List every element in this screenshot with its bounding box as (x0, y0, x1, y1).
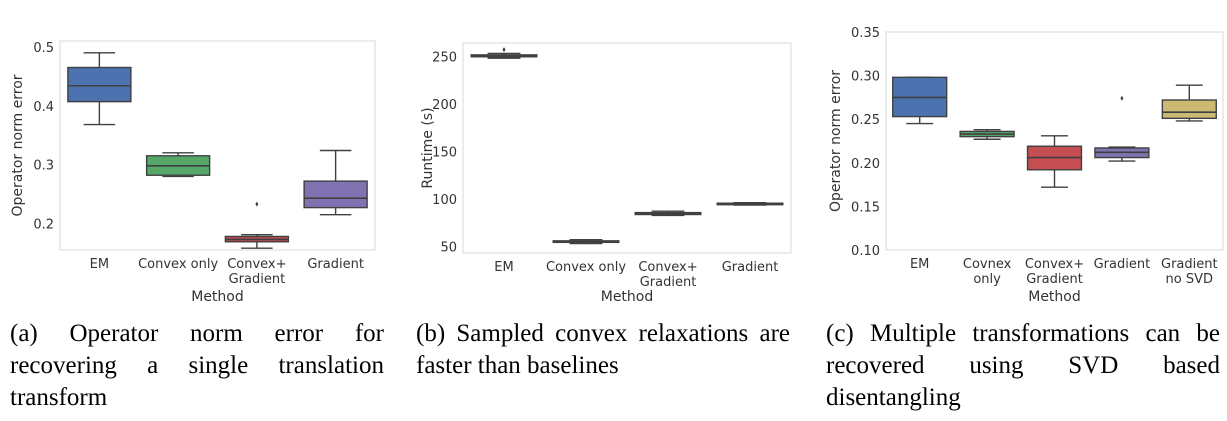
y-tick-label: 0.5 (33, 41, 54, 56)
box-1 (959, 128, 1015, 140)
x-tick-label: Convex+ Gradient (1025, 257, 1084, 287)
x-tick-label-line: Convex only (138, 257, 218, 272)
y-tick-label: 0.35 (851, 26, 880, 41)
x-tick-label-line: EM (494, 260, 513, 275)
box-0 (892, 76, 948, 125)
y-tick-label: 0.2 (33, 218, 54, 233)
box-1 (552, 238, 620, 245)
box-body (67, 66, 132, 103)
x-tick-label-line: Gradient (722, 260, 779, 275)
box-2 (224, 201, 290, 249)
box-1 (145, 152, 211, 178)
x-axis-label: Method (601, 289, 654, 305)
box-2 (1026, 135, 1083, 188)
outlier-point (502, 47, 506, 53)
x-tick-label-line: Gradient (1026, 272, 1083, 287)
x-tick-label-line: EM (910, 257, 929, 272)
x-tick-label-line: no SVD (1166, 272, 1213, 287)
x-axis-label: Method (1028, 289, 1081, 305)
y-tick-label: 50 (440, 240, 457, 255)
y-tick-label: 250 (432, 50, 457, 65)
x-tick-label: EM (494, 260, 513, 275)
y-tick-label: 200 (432, 98, 457, 113)
x-tick-label-line: Gradient (307, 257, 364, 272)
box-3 (1094, 95, 1150, 162)
x-axis-label: Method (191, 289, 244, 305)
outlier-point (1120, 95, 1124, 101)
y-tick-label: 0.25 (851, 113, 880, 128)
x-tick-label-line: Gradient (640, 275, 697, 290)
y-tick-label: 0.10 (851, 244, 880, 259)
y-axis-label: Operator norm error (10, 74, 26, 216)
y-tick-label: 0.15 (851, 200, 880, 215)
plot-frame (462, 42, 792, 254)
y-tick-label: 150 (432, 145, 457, 160)
x-tick-label: Convex only (546, 260, 626, 275)
outlier-point (255, 201, 259, 207)
box-body (303, 180, 368, 209)
x-tick-label-line: Gradient (1161, 257, 1218, 272)
x-tick-label-line: Covnex (963, 257, 1012, 272)
box-0 (67, 52, 132, 126)
y-tick-label: 100 (432, 193, 457, 208)
x-tick-label: Gradient no SVD (1161, 257, 1218, 287)
x-tick-label: Gradient (1094, 257, 1151, 272)
box-3 (716, 201, 784, 206)
y-axis-label: Operator norm error (828, 70, 844, 212)
x-tick-label: Gradient (307, 257, 364, 272)
x-tick-label-line: Convex+ (638, 260, 697, 275)
box-4 (1161, 84, 1217, 122)
x-tick-label-line: only (973, 272, 1001, 287)
x-tick-label-line: Convex only (546, 260, 626, 275)
x-tick-label: Convex only (138, 257, 218, 272)
y-tick-label: 0.3 (33, 159, 54, 174)
x-tick-label: Convex+ Gradient (638, 260, 697, 290)
box-body (1161, 99, 1217, 120)
x-tick-label-line: EM (90, 257, 109, 272)
y-tick-label: 0.4 (33, 100, 54, 115)
x-tick-label-line: Convex+ (227, 257, 286, 272)
caption-c: (c) Multiple transformations can be reco… (826, 320, 1220, 411)
x-tick-label-line: Gradient (229, 272, 286, 287)
x-tick-label: EM (910, 257, 929, 272)
chart-c: 0.10 0.15 0.20 0.25 0.30 0.35 Operator norm er… (828, 26, 1224, 305)
y-tick-label: 0.20 (851, 157, 880, 172)
x-tick-label-line: Convex+ (1025, 257, 1084, 272)
x-tick-label-line: Gradient (1094, 257, 1151, 272)
box-3 (303, 149, 368, 216)
box-0 (470, 47, 538, 59)
x-tick-label: Covnex only (963, 257, 1012, 287)
chart-b: 50 100 150 200 250 Runtime (s) EM Convex only Co… (420, 42, 792, 305)
x-tick-label: EM (90, 257, 109, 272)
y-axis-label: Runtime (s) (420, 107, 436, 188)
y-tick-label: 0.30 (851, 70, 880, 85)
x-tick-label: Convex+ Gradient (227, 257, 286, 287)
caption-a: (a) Operator norm error for recovering a… (10, 320, 384, 411)
chart-a: 0.2 0.3 0.4 0.5 Operator norm error EM Convex … (10, 40, 376, 305)
caption-b: (b) Sampled convex relaxations are faste… (416, 320, 790, 379)
x-tick-label: Gradient (722, 260, 779, 275)
box-2 (634, 210, 702, 217)
